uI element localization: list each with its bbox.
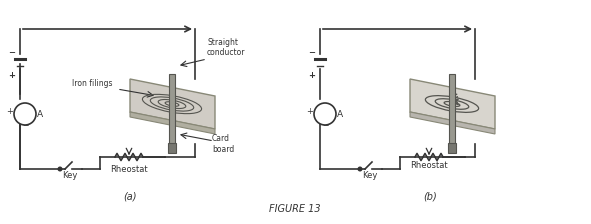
Text: Rheostat: Rheostat — [410, 161, 448, 170]
Circle shape — [58, 167, 62, 171]
Text: Straight
conductor: Straight conductor — [207, 38, 245, 57]
Circle shape — [358, 167, 362, 171]
Text: −: − — [8, 48, 15, 57]
Text: (b): (b) — [423, 191, 437, 201]
Text: Rheostat: Rheostat — [110, 165, 148, 174]
FancyBboxPatch shape — [169, 74, 175, 149]
Polygon shape — [130, 112, 215, 134]
Text: +: + — [7, 107, 14, 116]
Text: FIGURE 13: FIGURE 13 — [269, 204, 321, 214]
Text: A: A — [337, 110, 343, 118]
Polygon shape — [130, 79, 215, 129]
Text: Iron filings: Iron filings — [72, 79, 112, 88]
Text: +: + — [309, 71, 316, 80]
Text: Key: Key — [362, 171, 378, 180]
Text: (a): (a) — [124, 191, 137, 201]
Text: Key: Key — [62, 171, 77, 180]
Text: −: − — [309, 48, 316, 57]
Text: +: + — [307, 107, 313, 116]
Polygon shape — [410, 112, 495, 134]
Text: A: A — [37, 110, 43, 118]
Circle shape — [14, 103, 36, 125]
Text: Card
board: Card board — [212, 134, 234, 154]
Polygon shape — [410, 79, 495, 129]
FancyBboxPatch shape — [449, 74, 455, 149]
Text: −: − — [22, 121, 28, 130]
FancyBboxPatch shape — [168, 143, 176, 153]
Text: −: − — [322, 121, 328, 130]
Text: +: + — [8, 71, 15, 80]
FancyBboxPatch shape — [448, 143, 456, 153]
Circle shape — [314, 103, 336, 125]
